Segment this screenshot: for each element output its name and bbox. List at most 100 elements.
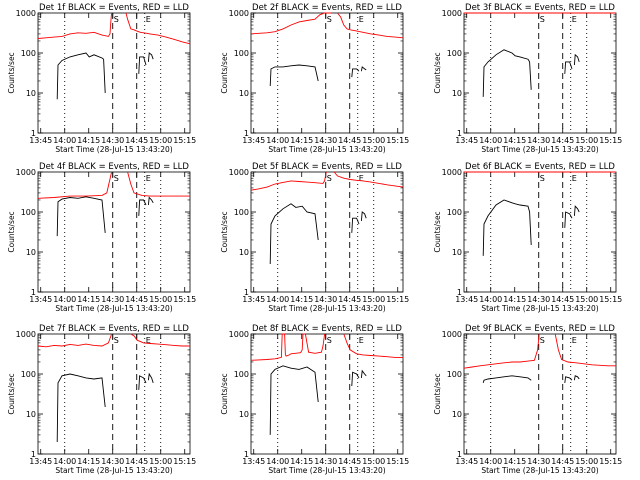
y-tick-label: 100	[447, 370, 462, 379]
x-tick-label: 14:30	[527, 295, 550, 304]
x-axis-label: Start Time (28-Jul-15 13:43:20)	[268, 145, 385, 154]
series-lld-line	[554, 333, 616, 367]
x-tick-label: 15:00	[362, 457, 385, 466]
series-lld-line	[37, 333, 113, 348]
series-lld-line	[127, 171, 190, 197]
y-tick-label: 1	[457, 129, 462, 138]
chart-panel-2: Det 2f BLACK = Events, RED = LLD 1 10 100 10…	[220, 3, 409, 154]
chart-title: Det 9f BLACK = Events, RED = LLD	[465, 324, 615, 334]
chart-title: Det 6f BLACK = Events, RED = LLD	[465, 162, 615, 172]
vline-label: S	[327, 336, 332, 345]
x-tick-label: 14:15	[77, 457, 100, 466]
y-tick-label: 1000	[442, 9, 462, 18]
series-lld-line	[463, 333, 540, 369]
series-events-line	[138, 56, 147, 74]
x-tick-label: 14:30	[314, 295, 337, 304]
x-tick-label: 14:00	[53, 457, 76, 466]
x-tick-label: 13:45	[455, 457, 478, 466]
plot-frame	[250, 171, 404, 293]
vline-label: E	[359, 336, 364, 345]
series-events-line	[564, 61, 573, 74]
chart-panel-1: Det 1f BLACK = Events, RED = LLD 1 10 100 10…	[7, 3, 196, 154]
series-events-line	[482, 375, 532, 384]
x-tick-label: 14:45	[125, 457, 148, 466]
x-tick-label: 14:45	[125, 136, 148, 145]
chart-panel-7: Det 7f BLACK = Events, RED = LLD 1 10 100 10…	[7, 324, 196, 475]
y-tick-label: 10	[452, 89, 462, 98]
x-tick-label: 15:15	[386, 136, 409, 145]
x-tick-label: 15:15	[599, 457, 622, 466]
y-axis-label: Counts/sec	[433, 211, 442, 252]
x-tick-label: 14:15	[290, 136, 313, 145]
x-axis-label: Start Time (28-Jul-15 13:43:20)	[55, 466, 172, 475]
series-events-line	[573, 205, 580, 216]
y-tick-label: 1	[244, 129, 249, 138]
series-events-line	[564, 211, 573, 228]
x-axis-label: Start Time (28-Jul-15 13:43:20)	[55, 145, 172, 154]
x-tick-label: 15:00	[149, 457, 172, 466]
series-lld-line	[125, 12, 191, 45]
y-tick-label: 100	[447, 49, 462, 58]
x-tick-label: 14:15	[77, 136, 100, 145]
x-tick-label: 14:45	[125, 295, 148, 304]
x-tick-label: 15:00	[149, 136, 172, 145]
y-axis-label: Counts/sec	[220, 373, 229, 414]
y-tick-label: 1	[31, 450, 36, 459]
series-lld-line	[250, 333, 326, 361]
series-events-line	[56, 52, 106, 100]
series-events-line	[269, 64, 319, 87]
x-tick-label: 15:15	[599, 136, 622, 145]
x-tick-label: 14:15	[503, 457, 526, 466]
series-events-line	[360, 211, 367, 221]
x-tick-label: 14:45	[551, 457, 574, 466]
x-tick-label: 14:15	[503, 295, 526, 304]
vline-label: S	[114, 174, 119, 183]
vline-label: E	[146, 174, 151, 183]
vline-label: S	[540, 174, 545, 183]
vline-label: S	[327, 174, 332, 183]
y-tick-label: 10	[452, 248, 462, 257]
series-events-line	[360, 369, 367, 378]
y-tick-label: 100	[21, 370, 36, 379]
y-tick-label: 10	[239, 89, 249, 98]
y-axis-label: Counts/sec	[220, 52, 229, 93]
y-tick-label: 1000	[442, 330, 462, 339]
y-tick-label: 1000	[229, 9, 249, 18]
y-tick-label: 1000	[16, 330, 36, 339]
y-tick-label: 10	[26, 89, 36, 98]
vline-label: E	[572, 174, 577, 183]
vline-label: E	[572, 336, 577, 345]
series-lld-line	[37, 12, 113, 39]
x-tick-label: 15:15	[173, 136, 196, 145]
y-tick-label: 1	[244, 288, 249, 297]
x-tick-label: 14:30	[314, 457, 337, 466]
series-events-line	[138, 375, 147, 390]
series-lld-line	[333, 171, 404, 188]
vline-label: E	[572, 15, 577, 24]
x-tick-label: 15:00	[575, 457, 598, 466]
x-tick-label: 14:00	[53, 295, 76, 304]
vline-label: S	[540, 336, 545, 345]
y-tick-label: 1	[31, 129, 36, 138]
series-events-line	[56, 196, 106, 237]
series-events-line	[147, 52, 154, 62]
x-axis-label: Start Time (28-Jul-15 13:43:20)	[268, 304, 385, 313]
x-tick-label: 14:15	[290, 295, 313, 304]
chart-title: Det 3f BLACK = Events, RED = LLD	[465, 3, 615, 13]
y-tick-label: 1000	[16, 168, 36, 177]
x-tick-label: 14:00	[53, 136, 76, 145]
vline-label: E	[359, 15, 364, 24]
y-axis-label: Counts/sec	[7, 373, 16, 414]
x-tick-label: 14:30	[101, 295, 124, 304]
series-events-line	[482, 199, 532, 256]
series-lld-line	[250, 12, 331, 35]
x-tick-label: 15:00	[149, 295, 172, 304]
y-axis-label: Counts/sec	[7, 211, 16, 252]
vline-label: E	[146, 15, 151, 24]
series-events-line	[573, 375, 580, 381]
y-tick-label: 1	[457, 450, 462, 459]
series-events-line	[138, 199, 147, 216]
series-events-line	[56, 373, 106, 443]
